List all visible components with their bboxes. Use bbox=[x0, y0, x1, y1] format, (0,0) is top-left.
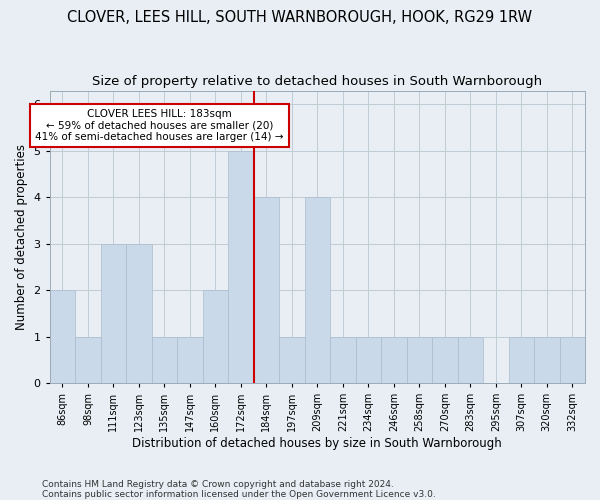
Bar bbox=[101, 244, 126, 383]
Bar bbox=[305, 198, 330, 383]
Bar bbox=[534, 336, 560, 383]
Bar bbox=[203, 290, 228, 383]
Bar bbox=[254, 198, 279, 383]
X-axis label: Distribution of detached houses by size in South Warnborough: Distribution of detached houses by size … bbox=[133, 437, 502, 450]
Bar bbox=[152, 336, 177, 383]
Bar bbox=[228, 151, 254, 383]
Bar bbox=[177, 336, 203, 383]
Bar bbox=[432, 336, 458, 383]
Title: Size of property relative to detached houses in South Warnborough: Size of property relative to detached ho… bbox=[92, 75, 542, 88]
Bar bbox=[381, 336, 407, 383]
Bar bbox=[330, 336, 356, 383]
Bar bbox=[560, 336, 585, 383]
Bar bbox=[356, 336, 381, 383]
Text: Contains HM Land Registry data © Crown copyright and database right 2024.
Contai: Contains HM Land Registry data © Crown c… bbox=[42, 480, 436, 499]
Bar bbox=[279, 336, 305, 383]
Bar bbox=[509, 336, 534, 383]
Text: CLOVER, LEES HILL, SOUTH WARNBOROUGH, HOOK, RG29 1RW: CLOVER, LEES HILL, SOUTH WARNBOROUGH, HO… bbox=[67, 10, 533, 25]
Bar bbox=[407, 336, 432, 383]
Bar bbox=[458, 336, 483, 383]
Bar bbox=[126, 244, 152, 383]
Y-axis label: Number of detached properties: Number of detached properties bbox=[15, 144, 28, 330]
Bar bbox=[50, 290, 75, 383]
Bar bbox=[75, 336, 101, 383]
Text: CLOVER LEES HILL: 183sqm
← 59% of detached houses are smaller (20)
41% of semi-d: CLOVER LEES HILL: 183sqm ← 59% of detach… bbox=[35, 109, 284, 142]
